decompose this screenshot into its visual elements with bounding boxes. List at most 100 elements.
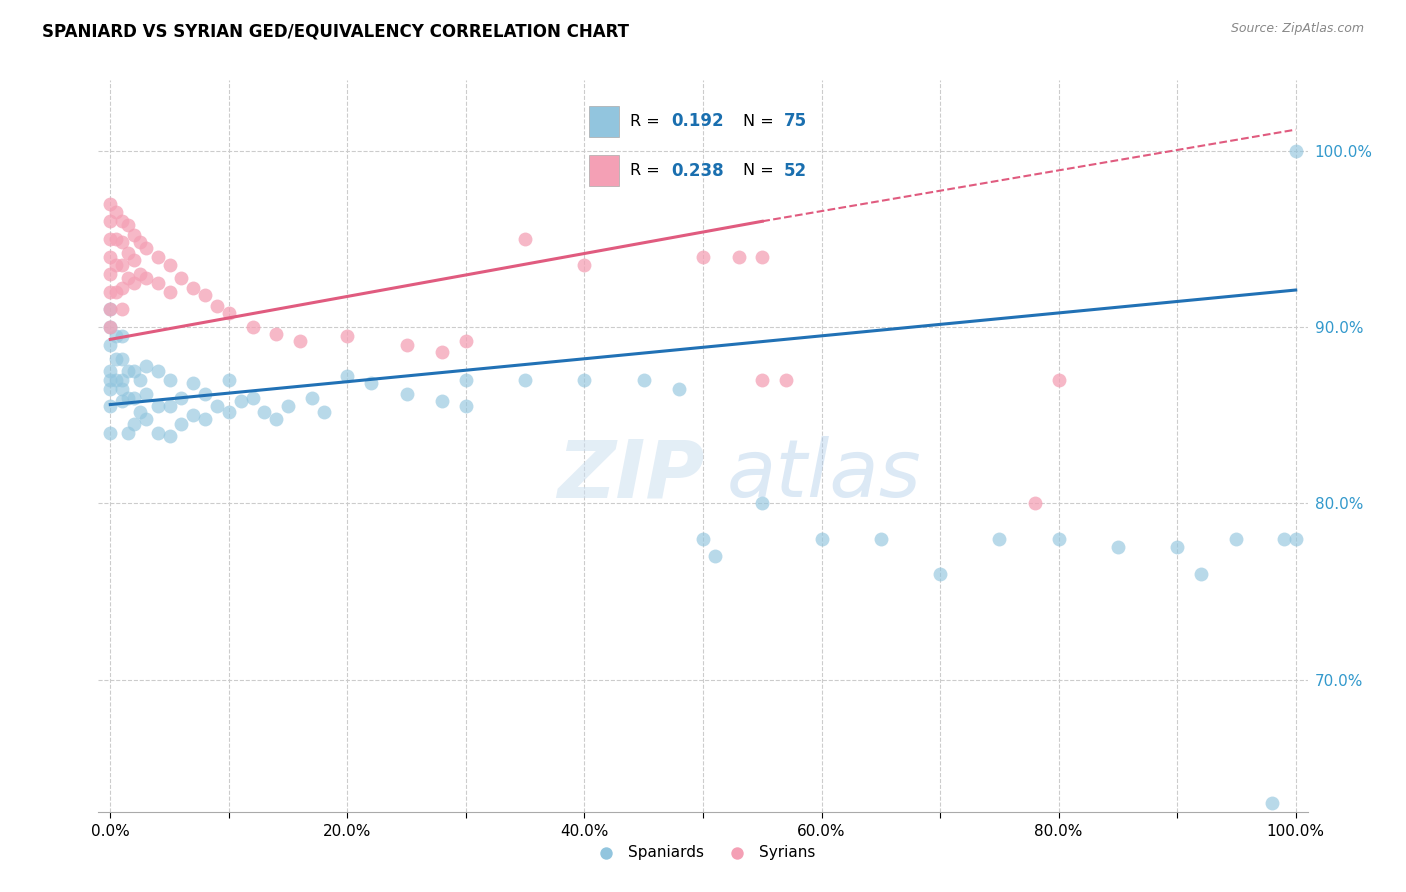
Point <box>181 376 204 391</box>
Point <box>432 394 454 409</box>
Point <box>98 302 121 317</box>
Point <box>692 532 714 546</box>
Point <box>129 235 152 250</box>
Legend: Spaniards, Syrians: Spaniards, Syrians <box>585 839 821 866</box>
Point <box>194 288 217 302</box>
Point <box>574 373 596 387</box>
Point <box>692 250 714 264</box>
Text: R =: R = <box>630 163 665 178</box>
Point <box>98 373 121 387</box>
Point <box>98 320 121 334</box>
Text: 0.238: 0.238 <box>671 161 724 179</box>
Point <box>111 214 134 228</box>
Point <box>98 250 121 264</box>
Point <box>454 400 477 414</box>
Point <box>105 373 128 387</box>
Point <box>515 373 537 387</box>
Point <box>775 373 797 387</box>
Point <box>515 232 537 246</box>
Point <box>727 250 749 264</box>
Point <box>360 376 382 391</box>
Point <box>1189 566 1212 581</box>
Point <box>229 394 252 409</box>
Point <box>253 404 276 418</box>
Point <box>159 400 181 414</box>
Point <box>146 276 169 290</box>
Point <box>122 417 145 431</box>
Text: Source: ZipAtlas.com: Source: ZipAtlas.com <box>1230 22 1364 36</box>
FancyBboxPatch shape <box>589 106 619 136</box>
Point <box>288 334 311 348</box>
Point <box>159 373 181 387</box>
Point <box>98 337 121 351</box>
Point <box>218 373 240 387</box>
Point <box>111 281 134 295</box>
Point <box>159 258 181 272</box>
Point <box>703 549 725 563</box>
Point <box>751 496 773 510</box>
Point <box>1272 532 1295 546</box>
Point <box>336 369 359 384</box>
Point <box>98 382 121 396</box>
Point <box>574 258 596 272</box>
Point <box>146 364 169 378</box>
Point <box>242 320 264 334</box>
Point <box>111 258 134 272</box>
Point <box>117 246 139 260</box>
Point <box>111 235 134 250</box>
Text: N =: N = <box>742 163 779 178</box>
Point <box>111 394 134 409</box>
Point <box>98 425 121 440</box>
Point <box>135 387 157 401</box>
Point <box>111 329 134 343</box>
Text: ZIP: ZIP <box>557 436 704 515</box>
Point <box>135 359 157 373</box>
Point <box>929 566 952 581</box>
Point <box>146 425 169 440</box>
Point <box>810 532 832 546</box>
Point <box>395 337 418 351</box>
Point <box>181 408 204 422</box>
Point <box>264 411 287 425</box>
Point <box>105 205 128 219</box>
Point <box>1285 532 1308 546</box>
Point <box>218 404 240 418</box>
Text: 0.192: 0.192 <box>671 112 724 130</box>
Point <box>111 351 134 366</box>
Point <box>98 232 121 246</box>
Point <box>395 387 418 401</box>
Point <box>1107 541 1129 555</box>
Point <box>129 404 152 418</box>
FancyBboxPatch shape <box>589 155 619 186</box>
Point <box>170 270 193 285</box>
Point <box>122 391 145 405</box>
Point <box>111 382 134 396</box>
Point <box>105 329 128 343</box>
Point <box>117 391 139 405</box>
Point <box>1047 532 1070 546</box>
Point <box>105 258 128 272</box>
Point <box>122 364 145 378</box>
Text: N =: N = <box>742 114 779 128</box>
Point <box>98 320 121 334</box>
Point <box>869 532 891 546</box>
Point <box>111 302 134 317</box>
Point <box>751 250 773 264</box>
Point <box>135 270 157 285</box>
Point <box>301 391 323 405</box>
Point <box>1225 532 1247 546</box>
Point <box>668 382 690 396</box>
Point <box>135 411 157 425</box>
Point <box>117 270 139 285</box>
Point <box>277 400 299 414</box>
Point <box>98 364 121 378</box>
Point <box>170 417 193 431</box>
Point <box>98 400 121 414</box>
Point <box>432 344 454 359</box>
Point <box>146 400 169 414</box>
Point <box>105 285 128 299</box>
Point <box>98 302 121 317</box>
Point <box>98 196 121 211</box>
Point <box>336 329 359 343</box>
Point <box>129 373 152 387</box>
